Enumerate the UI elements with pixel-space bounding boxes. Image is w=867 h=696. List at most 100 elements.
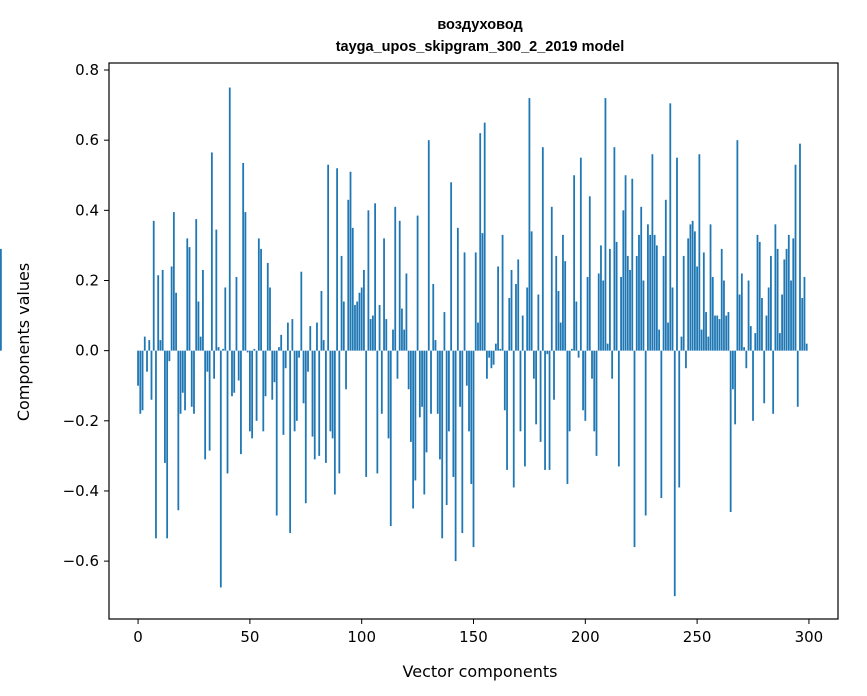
bar	[280, 334, 283, 351]
bar	[767, 287, 770, 351]
bar	[166, 350, 169, 539]
bar	[530, 231, 533, 351]
bar	[653, 234, 656, 351]
bar	[351, 227, 354, 351]
bar	[774, 224, 777, 351]
bar	[150, 350, 153, 400]
bar	[562, 234, 564, 351]
bar	[734, 350, 737, 425]
bar	[425, 350, 428, 453]
bar	[577, 350, 580, 358]
bar	[671, 287, 674, 351]
bar	[184, 350, 186, 411]
bar	[448, 350, 450, 432]
bar	[698, 154, 701, 351]
bar	[338, 350, 341, 474]
bar	[365, 350, 368, 477]
bar	[682, 255, 685, 351]
bar	[555, 255, 558, 351]
bar	[465, 350, 468, 386]
bar	[463, 252, 466, 351]
bar	[702, 252, 705, 351]
bar	[441, 350, 444, 539]
bar	[255, 350, 258, 421]
bar	[304, 350, 307, 504]
bar	[787, 234, 790, 351]
bar	[459, 350, 461, 407]
bar	[398, 220, 401, 351]
bar	[273, 350, 276, 383]
bar	[179, 350, 182, 414]
x-tick-label: 0	[133, 628, 143, 646]
bar	[591, 350, 593, 379]
bar	[660, 350, 663, 498]
bar	[644, 350, 647, 516]
bar	[436, 350, 439, 414]
bar	[202, 269, 204, 351]
bar	[736, 140, 739, 351]
bar	[405, 273, 408, 351]
bar	[490, 350, 493, 369]
bar	[642, 280, 645, 351]
bar	[452, 350, 455, 477]
chart-title: воздуховод	[437, 17, 522, 33]
bar	[640, 206, 643, 351]
bar	[664, 199, 667, 351]
bar	[347, 199, 350, 351]
chart-subtitle: tayga_upos_skipgram_300_2_2019 model	[336, 39, 625, 55]
bar	[799, 143, 801, 351]
bar	[152, 220, 155, 351]
bar	[175, 292, 177, 351]
bar	[568, 350, 571, 432]
bar	[778, 333, 781, 351]
bar	[287, 322, 289, 351]
bar	[689, 224, 692, 351]
bar	[763, 350, 766, 404]
bar	[559, 322, 562, 351]
bar	[269, 287, 271, 351]
bar	[539, 350, 542, 442]
bar	[155, 350, 157, 539]
bar	[210, 152, 213, 351]
bar	[617, 350, 620, 467]
bar	[367, 210, 370, 351]
y-tick-label: 0.0	[75, 342, 99, 360]
bar	[649, 234, 652, 351]
bar	[499, 348, 502, 351]
bar	[631, 178, 634, 351]
y-tick-label: 0.6	[75, 131, 99, 149]
bar	[481, 233, 484, 351]
bar	[676, 157, 678, 351]
bar	[575, 301, 578, 351]
bar	[532, 350, 535, 379]
bar	[432, 284, 435, 351]
bar	[564, 261, 567, 351]
bar	[510, 269, 513, 351]
bar	[743, 347, 745, 351]
bar	[486, 350, 488, 379]
bar	[678, 350, 681, 488]
bar	[430, 350, 432, 414]
y-axis: −0.6 −0.4 −0.2 0.0 0.2 0.4 0.6 0.8	[63, 61, 109, 570]
bar	[409, 350, 412, 442]
bar	[602, 280, 605, 351]
bar	[582, 350, 584, 411]
bar	[291, 319, 294, 351]
bar	[331, 350, 334, 439]
bar	[597, 273, 600, 351]
bar	[468, 350, 470, 432]
bar	[141, 350, 144, 411]
y-axis-label: Components values	[14, 263, 33, 421]
bar	[450, 182, 453, 351]
bar	[235, 276, 238, 351]
bar	[248, 350, 251, 432]
bar	[727, 312, 730, 351]
bar	[311, 350, 314, 437]
bar	[325, 350, 327, 463]
bar	[401, 308, 403, 351]
bar	[170, 266, 173, 351]
bar	[217, 347, 220, 351]
bar	[275, 350, 278, 516]
bar	[414, 350, 417, 481]
y-tick-label: −0.4	[63, 482, 99, 500]
